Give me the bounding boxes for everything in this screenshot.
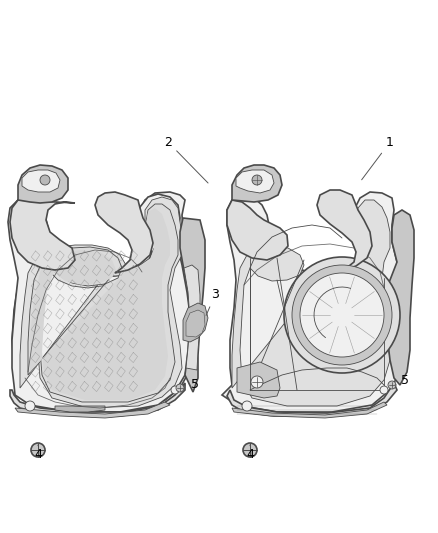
Circle shape bbox=[31, 443, 45, 457]
Polygon shape bbox=[180, 218, 205, 392]
Text: 5: 5 bbox=[185, 378, 199, 392]
Polygon shape bbox=[55, 406, 105, 412]
Polygon shape bbox=[30, 208, 170, 400]
Polygon shape bbox=[10, 192, 195, 410]
Text: 5: 5 bbox=[395, 374, 409, 386]
Polygon shape bbox=[232, 165, 282, 202]
Circle shape bbox=[176, 384, 184, 392]
Polygon shape bbox=[22, 170, 60, 192]
Polygon shape bbox=[232, 200, 390, 406]
Circle shape bbox=[40, 175, 50, 185]
Circle shape bbox=[25, 401, 35, 411]
Polygon shape bbox=[184, 265, 200, 370]
Circle shape bbox=[284, 257, 400, 373]
Polygon shape bbox=[222, 192, 404, 412]
Circle shape bbox=[292, 265, 392, 365]
Polygon shape bbox=[20, 197, 183, 408]
Circle shape bbox=[252, 175, 262, 185]
Polygon shape bbox=[186, 310, 205, 337]
Circle shape bbox=[251, 376, 263, 388]
Polygon shape bbox=[227, 383, 397, 416]
Polygon shape bbox=[10, 200, 75, 270]
Polygon shape bbox=[227, 200, 288, 260]
Polygon shape bbox=[8, 194, 190, 412]
Circle shape bbox=[388, 381, 396, 389]
Polygon shape bbox=[317, 190, 372, 270]
Polygon shape bbox=[236, 170, 274, 193]
Circle shape bbox=[171, 386, 179, 394]
Polygon shape bbox=[237, 362, 280, 398]
Circle shape bbox=[243, 443, 257, 457]
Polygon shape bbox=[28, 204, 178, 402]
Text: 4: 4 bbox=[34, 445, 42, 462]
Polygon shape bbox=[384, 210, 414, 385]
Polygon shape bbox=[232, 402, 387, 418]
Text: 4: 4 bbox=[246, 445, 254, 462]
Polygon shape bbox=[15, 402, 170, 418]
Polygon shape bbox=[95, 192, 153, 273]
Polygon shape bbox=[18, 165, 68, 203]
Circle shape bbox=[242, 401, 252, 411]
Circle shape bbox=[380, 386, 388, 394]
Polygon shape bbox=[10, 383, 185, 416]
Circle shape bbox=[300, 273, 384, 357]
Text: 2: 2 bbox=[164, 135, 208, 183]
Polygon shape bbox=[183, 303, 208, 342]
Text: 1: 1 bbox=[362, 135, 394, 180]
Text: 3: 3 bbox=[206, 288, 219, 316]
